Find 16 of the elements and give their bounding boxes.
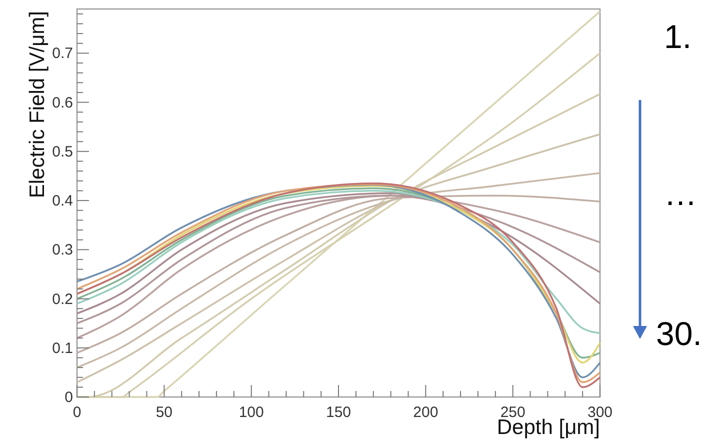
- x-tick-label: 200: [413, 404, 438, 421]
- x-tick-label: 50: [156, 404, 173, 421]
- y-tick-label: 0.7: [52, 45, 73, 62]
- y-tick-label: 0.1: [52, 340, 73, 357]
- text: 30.: [656, 315, 702, 352]
- y-tick-label: 0: [64, 389, 73, 406]
- text: …: [664, 175, 697, 212]
- y-tick-label: 0.5: [52, 143, 73, 160]
- text: 1.: [664, 18, 692, 55]
- x-tick-label: 150: [326, 404, 352, 421]
- y-tick-label: 0.2: [52, 290, 73, 308]
- y-axis-title: Electric Field [V/μm]: [26, 11, 49, 198]
- x-tick-label: 100: [238, 404, 264, 421]
- y-tick-label: 0.3: [52, 242, 73, 259]
- y-tick-label: 0.4: [52, 192, 73, 210]
- y-tick-label: 0.6: [52, 94, 73, 112]
